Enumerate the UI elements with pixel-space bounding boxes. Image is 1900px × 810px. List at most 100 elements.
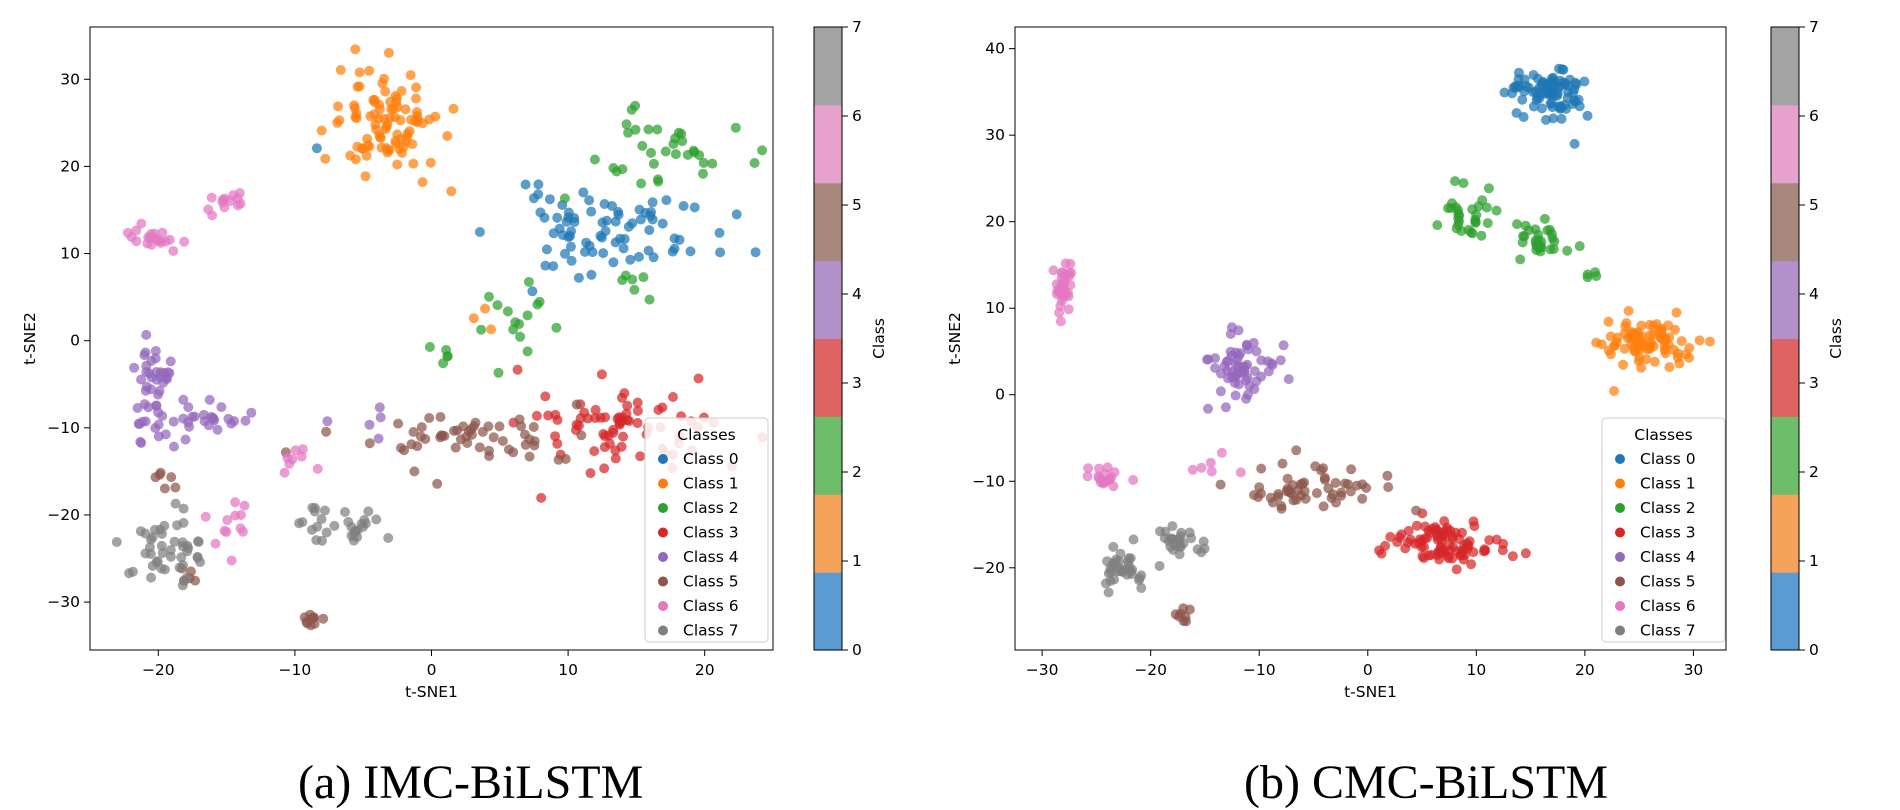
colorbar-segment-class-5	[814, 182, 842, 262]
data-point-class-6	[1206, 466, 1217, 477]
data-point-class-5	[1319, 474, 1330, 485]
y-tick-label: −20	[972, 559, 1005, 577]
x-tick-label: −20	[142, 661, 175, 679]
data-point-class-7	[371, 514, 382, 525]
data-point-class-1	[1694, 335, 1705, 346]
data-point-class-2	[673, 127, 684, 138]
data-point-class-1	[468, 313, 479, 324]
data-point-class-1	[1618, 359, 1629, 370]
data-point-class-5	[524, 451, 535, 462]
data-point-class-5	[1295, 479, 1306, 490]
data-point-class-5	[1256, 463, 1267, 474]
x-tick-label: −10	[1243, 661, 1276, 679]
data-point-class-1	[1704, 336, 1715, 347]
data-point-class-0	[1570, 77, 1581, 88]
legend-entry-class-0: Class 0	[683, 450, 739, 468]
data-point-class-0	[563, 212, 574, 223]
data-point-class-5	[416, 422, 427, 433]
y-tick-label: −10	[47, 419, 80, 437]
data-point-class-6	[1187, 464, 1198, 475]
data-point-class-2	[1544, 224, 1555, 235]
data-point-class-5	[1318, 501, 1329, 512]
data-point-class-7	[1122, 569, 1133, 580]
data-point-class-7	[172, 520, 183, 531]
data-point-class-1	[364, 65, 375, 76]
x-tick-label: 10	[1466, 661, 1486, 679]
data-point-class-1	[486, 324, 497, 335]
data-point-class-7	[316, 514, 327, 525]
data-point-class-6	[296, 451, 307, 462]
data-point-class-3	[596, 369, 607, 380]
data-point-class-3	[1417, 551, 1428, 562]
y-tick-label: 20	[985, 213, 1005, 231]
data-point-class-2	[608, 163, 619, 173]
data-point-class-1	[417, 177, 428, 188]
data-point-class-2	[589, 154, 600, 165]
data-point-class-5	[1268, 497, 1278, 508]
colorbar-tick-label: 4	[1809, 285, 1819, 303]
data-point-class-3	[573, 420, 584, 431]
data-point-class-2	[707, 158, 718, 169]
data-point-class-6	[144, 232, 155, 243]
data-point-class-6	[1065, 258, 1076, 269]
data-point-class-3	[1436, 531, 1447, 542]
legend-entry-class-6: Class 6	[683, 597, 739, 615]
data-point-class-6	[136, 218, 147, 229]
data-point-class-1	[361, 150, 372, 161]
data-point-class-5	[1296, 490, 1307, 501]
data-point-class-4	[136, 374, 147, 385]
data-point-class-4	[151, 374, 162, 385]
data-point-class-7	[297, 517, 308, 528]
data-point-class-4	[223, 413, 234, 424]
data-point-class-6	[219, 193, 230, 204]
data-point-class-3	[1469, 521, 1480, 532]
data-point-class-6	[160, 236, 171, 247]
legend-marker-class-7	[1615, 625, 1625, 636]
data-point-class-0	[548, 261, 559, 272]
data-point-class-1	[1649, 356, 1660, 367]
data-point-class-1	[377, 78, 388, 89]
panel-b-x-ticks: −30 −20 −10 0 10 20 30	[1026, 650, 1703, 679]
data-point-class-0	[685, 246, 696, 257]
data-point-class-2	[621, 119, 632, 130]
data-point-class-5	[474, 442, 485, 453]
data-point-class-4	[204, 394, 215, 405]
data-point-class-6	[1109, 467, 1120, 478]
colorbar-segment-class-1	[814, 494, 842, 573]
colorbar-segment-class-0	[1771, 572, 1799, 651]
legend-entry-class-6: Class 6	[1640, 597, 1696, 615]
data-point-class-3	[1394, 532, 1405, 543]
data-point-class-2	[1463, 224, 1474, 235]
data-point-class-6	[297, 444, 308, 455]
data-point-class-1	[430, 111, 441, 122]
data-point-class-4	[1242, 389, 1253, 400]
data-point-class-0	[607, 201, 617, 211]
data-point-class-7	[144, 542, 155, 553]
data-point-class-2	[1531, 245, 1542, 255]
data-point-class-7	[311, 535, 322, 546]
data-point-class-0	[597, 217, 608, 228]
data-point-class-1	[354, 67, 365, 78]
data-point-class-4	[146, 355, 157, 366]
legend-marker-class-2	[1615, 503, 1625, 513]
data-point-class-7	[193, 536, 204, 547]
data-point-class-2	[637, 140, 648, 151]
legend-entry-class-7: Class 7	[1640, 622, 1696, 640]
data-point-class-1	[351, 108, 362, 119]
colorbar-tick-label: 7	[1809, 18, 1819, 36]
data-point-class-2	[1453, 219, 1464, 230]
colorbar-label: Class	[870, 318, 888, 359]
data-point-class-2	[442, 351, 453, 362]
legend-marker-class-0	[658, 454, 668, 464]
legend-title: Classes	[1634, 426, 1692, 444]
data-point-class-0	[1556, 113, 1567, 124]
data-point-class-1	[1634, 337, 1645, 348]
legend-entry-class-3: Class 3	[683, 524, 739, 542]
data-point-class-2	[1467, 204, 1478, 215]
legend-marker-class-7	[658, 625, 668, 636]
data-point-class-5	[166, 472, 177, 483]
data-point-class-6	[1064, 270, 1075, 281]
data-point-class-5	[406, 439, 417, 450]
data-point-class-1	[1621, 318, 1632, 329]
